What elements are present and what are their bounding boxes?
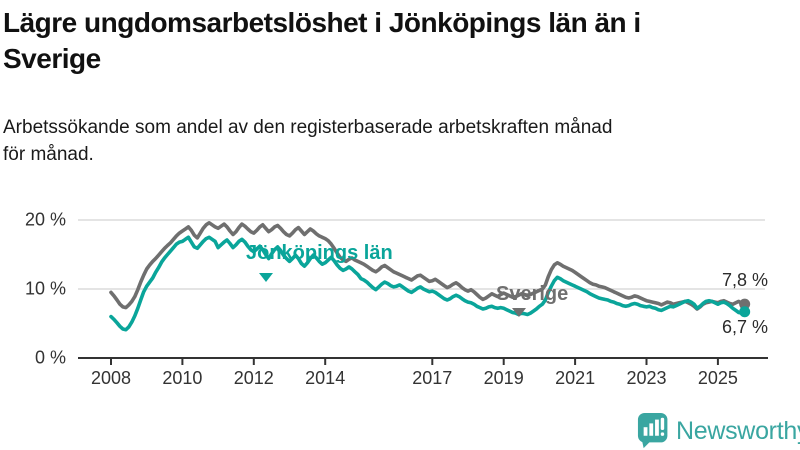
label-pointer-sverige xyxy=(512,308,526,317)
series-line-sverige xyxy=(109,221,747,311)
x-tick-label: 2025 xyxy=(697,368,738,388)
y-tick-label: 0 % xyxy=(34,347,66,368)
page-title: Lägre ungdomsarbetslöshet i Jönköpings l… xyxy=(3,5,795,77)
end-value-label-sverige: 7,8 % xyxy=(721,270,768,290)
label-pointer-jonkopings-lan xyxy=(259,273,273,282)
title-line-1: Lägre ungdomsarbetslöshet i Jönköpings l… xyxy=(3,7,641,38)
y-tick-label: 10 % xyxy=(24,278,66,299)
x-tick-label: 2019 xyxy=(483,368,524,388)
subtitle-line-1: Arbetssökande som andel av den registerb… xyxy=(3,117,613,138)
x-tick-label: 2014 xyxy=(305,368,346,388)
subtitle-line-2: för månad. xyxy=(3,144,94,165)
series-label-sverige: Sverige xyxy=(496,283,569,305)
x-tick-label: 2017 xyxy=(412,368,453,388)
title-line-2: Sverige xyxy=(3,43,101,74)
x-tick-label: 2023 xyxy=(626,368,667,388)
y-tick-label: 20 % xyxy=(24,209,66,230)
series-label-jonkopings-lan: Jönköpings län xyxy=(246,242,393,264)
end-point-dot-sverige xyxy=(739,298,751,310)
chart-subtitle: Arbetssökande som andel av den registerb… xyxy=(3,114,795,168)
x-tick-label: 2012 xyxy=(233,368,274,388)
newsworthy-logo-icon xyxy=(637,412,668,449)
end-point-dot-jonkopings-lan xyxy=(739,306,751,318)
x-tick-label: 2021 xyxy=(555,368,596,388)
x-tick-label: 2010 xyxy=(162,368,203,388)
newsworthy-logo-text: Newsworthy xyxy=(676,417,800,445)
x-tick-label: 2008 xyxy=(90,368,132,388)
series-line-jonkopings-lan xyxy=(109,235,747,332)
end-value-label-jonkopings-lan: 6,7 % xyxy=(721,317,768,337)
